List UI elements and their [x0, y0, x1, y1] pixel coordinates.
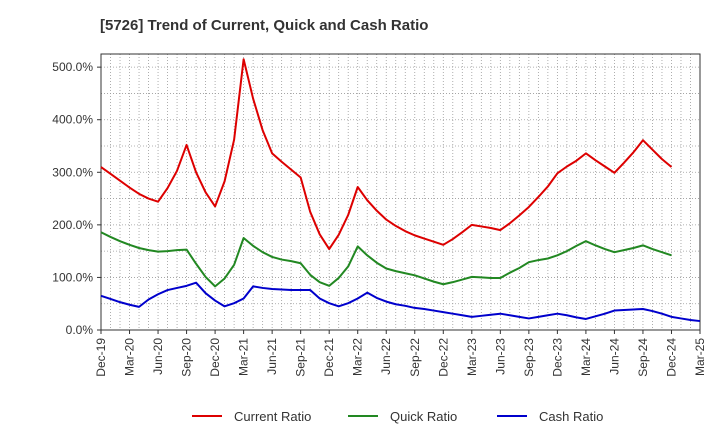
x-tick-label: Sep-22	[408, 338, 422, 377]
chart-title: [5726] Trend of Current, Quick and Cash …	[100, 17, 428, 34]
y-tick-label: 100.0%	[52, 270, 93, 284]
x-tick-label: Sep-21	[294, 338, 308, 377]
x-tick-label: Sep-23	[522, 338, 536, 377]
x-tick-label: Mar-24	[579, 338, 593, 376]
x-tick-label: Jun-21	[265, 338, 279, 375]
x-tick-label: Jun-23	[493, 338, 507, 375]
x-tick-label: Jun-24	[607, 338, 621, 375]
x-tick-label: Dec-22	[436, 338, 450, 377]
x-tick-label: Sep-20	[180, 338, 194, 377]
x-axis: Dec-19 Mar-20 Jun-20 Sep-20 Dec-20 Mar-21 Jun-…	[94, 330, 707, 377]
legend: Current Ratio Quick Ratio Cash Ratio	[192, 409, 603, 424]
legend-label-cash-ratio: Cash Ratio	[539, 409, 603, 424]
y-axis: 0.0% 100.0% 200.0% 300.0% 400.0% 500.0%	[52, 60, 101, 337]
x-tick-label: Sep-24	[636, 338, 650, 377]
x-tick-label: Dec-24	[664, 338, 678, 377]
plot-frame	[100, 53, 701, 331]
quick-ratio-line	[100, 231, 672, 288]
x-tick-label: Jun-22	[379, 338, 393, 375]
current-ratio-line	[100, 58, 673, 251]
x-tick-label: Dec-21	[322, 338, 336, 377]
x-tick-label: Dec-19	[94, 338, 108, 377]
x-tick-label: Mar-21	[237, 338, 251, 376]
cash-ratio-line	[100, 281, 701, 323]
grid	[101, 54, 700, 330]
x-tick-label: Dec-23	[550, 338, 564, 377]
y-tick-label: 400.0%	[52, 113, 93, 127]
legend-label-quick-ratio: Quick Ratio	[390, 409, 457, 424]
x-tick-label: Mar-23	[465, 338, 479, 376]
y-tick-label: 200.0%	[52, 218, 93, 232]
y-tick-label: 500.0%	[52, 60, 93, 74]
x-tick-label: Mar-22	[351, 338, 365, 376]
series-lines	[100, 58, 701, 323]
x-tick-label: Dec-20	[208, 338, 222, 377]
x-tick-label: Jun-20	[151, 338, 165, 375]
x-tick-label: Mar-25	[693, 338, 707, 376]
y-tick-label: 0.0%	[66, 323, 94, 337]
x-tick-label: Mar-20	[123, 338, 137, 376]
legend-label-current-ratio: Current Ratio	[234, 409, 311, 424]
y-tick-label: 300.0%	[52, 165, 93, 179]
